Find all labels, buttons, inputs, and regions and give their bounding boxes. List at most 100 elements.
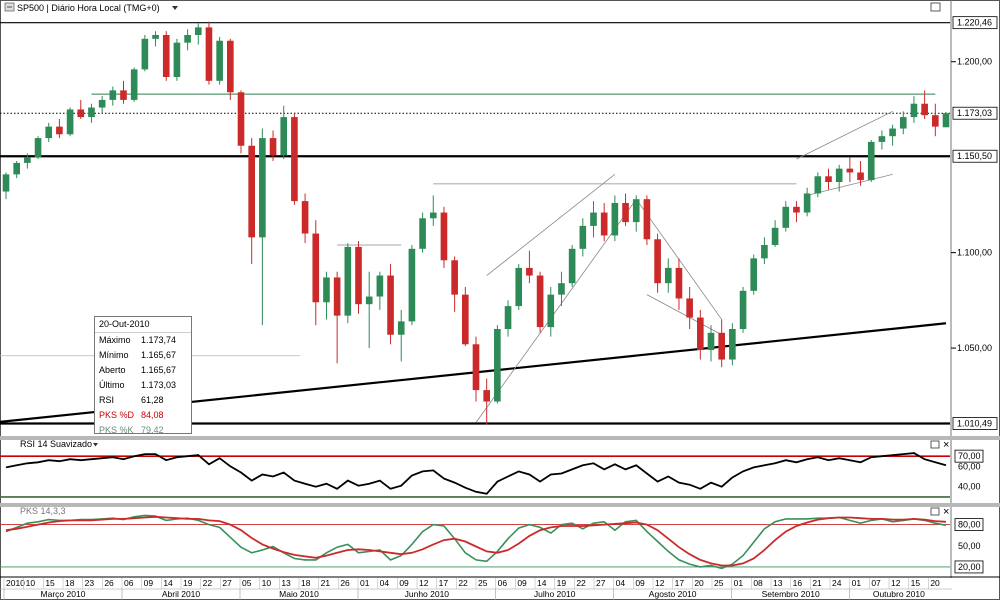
candle[interactable] (387, 264, 394, 345)
candle[interactable] (558, 271, 565, 307)
candle[interactable] (109, 86, 117, 106)
candle[interactable] (34, 136, 42, 160)
candle[interactable] (771, 220, 779, 247)
candle[interactable] (814, 172, 822, 198)
trendline[interactable] (796, 111, 893, 160)
candle[interactable] (483, 378, 490, 425)
rsi-close-icon[interactable]: × (943, 439, 949, 451)
maximize-icon[interactable] (930, 2, 941, 12)
candle[interactable] (707, 325, 715, 362)
candle[interactable] (56, 119, 63, 139)
candle[interactable] (590, 201, 597, 238)
candle[interactable] (88, 103, 95, 123)
candle[interactable] (173, 38, 181, 81)
candle[interactable] (98, 96, 106, 114)
panel-separator-stoch[interactable] (0, 503, 1000, 507)
candle[interactable] (643, 195, 651, 245)
candle[interactable] (750, 254, 758, 295)
candle[interactable] (921, 90, 928, 119)
candle[interactable] (429, 195, 437, 226)
candle[interactable] (408, 245, 416, 326)
rsi-caret-down-icon[interactable] (93, 443, 98, 447)
candle[interactable] (66, 107, 74, 137)
candle[interactable] (152, 31, 159, 47)
candle[interactable] (526, 250, 533, 284)
candle[interactable] (141, 35, 149, 72)
candle[interactable] (355, 241, 362, 314)
trendline[interactable] (646, 294, 722, 336)
candle[interactable] (835, 164, 843, 192)
candle[interactable] (194, 23, 202, 45)
candle[interactable] (397, 309, 405, 362)
candle[interactable] (312, 220, 320, 326)
candle[interactable] (846, 157, 854, 182)
candle[interactable] (878, 130, 886, 150)
candle[interactable] (451, 256, 458, 312)
candle[interactable] (162, 31, 170, 81)
stoch-close-icon[interactable]: × (943, 506, 949, 518)
candle[interactable] (323, 271, 330, 320)
candle[interactable] (216, 36, 223, 85)
candle[interactable] (77, 99, 85, 119)
candle[interactable] (932, 103, 939, 137)
candle[interactable] (857, 161, 864, 186)
candle[interactable] (259, 128, 266, 326)
candle[interactable] (120, 80, 127, 104)
candle[interactable] (301, 193, 309, 244)
candle[interactable] (130, 67, 138, 102)
trendline[interactable] (486, 174, 616, 276)
candle[interactable] (568, 245, 576, 287)
candle[interactable] (24, 153, 31, 169)
candle[interactable] (269, 130, 277, 161)
candle[interactable] (184, 29, 191, 51)
candle[interactable] (622, 193, 629, 226)
candle[interactable] (45, 122, 53, 142)
candle[interactable] (515, 264, 523, 310)
panel-separator-rsi[interactable] (0, 436, 1000, 440)
candle[interactable] (686, 287, 693, 329)
candle[interactable] (579, 218, 587, 257)
candle[interactable] (793, 201, 800, 223)
candle[interactable] (899, 111, 907, 135)
candle[interactable] (547, 287, 555, 337)
caret-down-icon[interactable] (172, 6, 178, 10)
candle[interactable] (761, 237, 768, 265)
candle[interactable] (237, 90, 245, 154)
stoch-maximize-icon[interactable] (930, 507, 940, 516)
rsi-maximize-icon[interactable] (930, 440, 940, 449)
candle[interactable] (664, 258, 672, 293)
candle[interactable] (782, 201, 790, 232)
candle[interactable] (536, 271, 544, 333)
candle[interactable] (611, 195, 619, 242)
candle[interactable] (889, 124, 896, 146)
candle[interactable] (280, 105, 288, 160)
candle[interactable] (248, 138, 255, 265)
candle[interactable] (739, 287, 747, 333)
candle[interactable] (333, 271, 341, 364)
candle[interactable] (419, 212, 426, 253)
candle[interactable] (504, 300, 512, 337)
candle[interactable] (600, 203, 608, 242)
candle[interactable] (803, 187, 811, 217)
candle[interactable] (205, 21, 213, 85)
trendline[interactable] (807, 173, 893, 196)
candle[interactable] (494, 325, 501, 404)
candle[interactable] (825, 168, 832, 190)
candle[interactable] (632, 195, 640, 232)
candle[interactable] (344, 243, 352, 324)
candle[interactable] (227, 38, 234, 100)
candle[interactable] (365, 271, 373, 349)
candle[interactable] (867, 140, 875, 182)
candle[interactable] (654, 233, 661, 293)
candle[interactable] (440, 206, 448, 268)
trendline[interactable] (0, 322, 947, 430)
candle[interactable] (462, 287, 469, 347)
candle[interactable] (376, 271, 384, 310)
candle[interactable] (472, 336, 480, 402)
trendline[interactable] (475, 198, 637, 423)
candle[interactable] (13, 161, 20, 179)
candle[interactable] (675, 258, 683, 310)
candle[interactable] (291, 113, 298, 205)
candle[interactable] (910, 96, 918, 123)
candle[interactable] (718, 319, 725, 368)
